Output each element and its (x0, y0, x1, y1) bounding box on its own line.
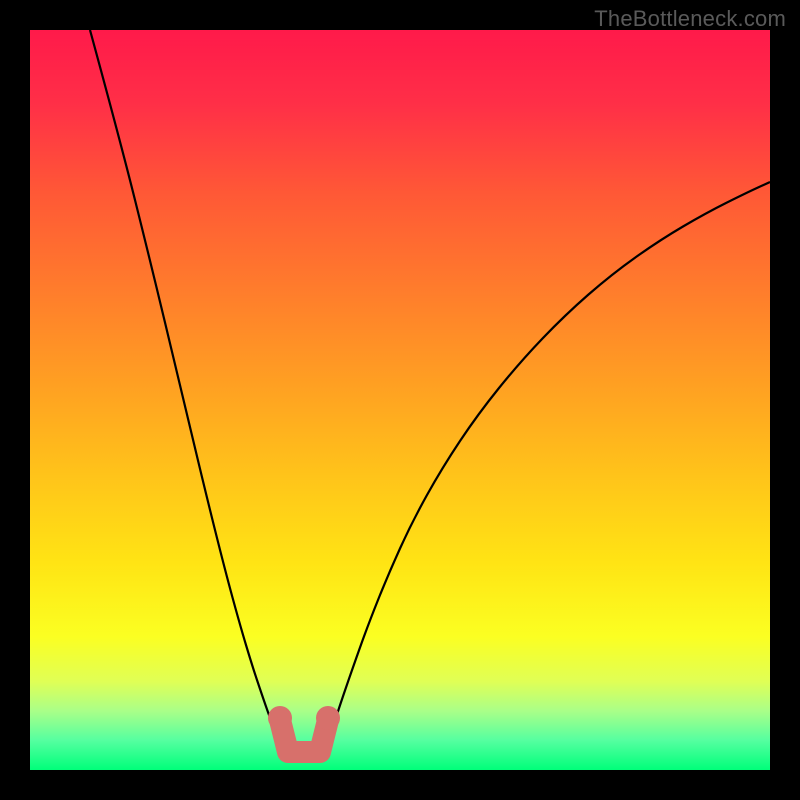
curves-layer (30, 30, 770, 770)
right-curve (328, 182, 770, 742)
bottom-marker-dots (268, 706, 340, 730)
chart-container: TheBottleneck.com (0, 0, 800, 800)
watermark-text: TheBottleneck.com (594, 6, 786, 32)
plot-area (30, 30, 770, 770)
left-curve (90, 30, 280, 742)
